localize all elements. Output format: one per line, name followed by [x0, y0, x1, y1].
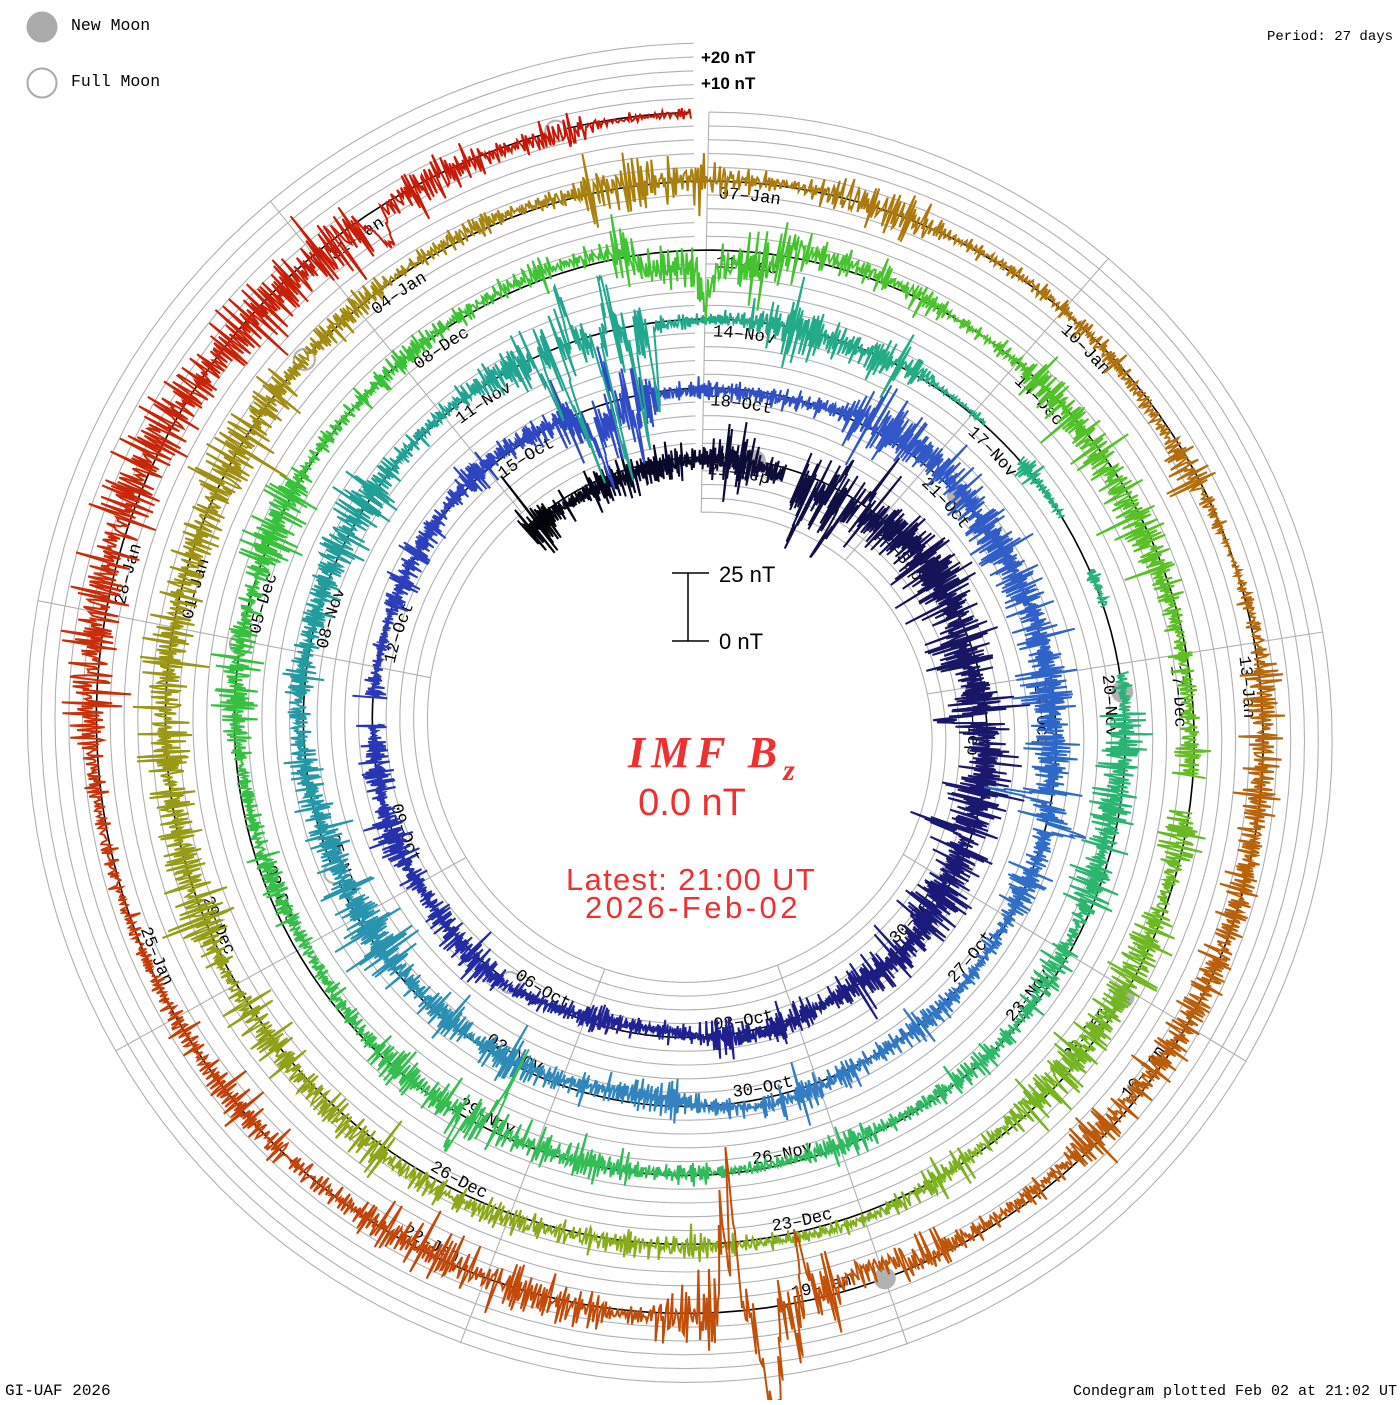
svg-text:GI-UAF 2026: GI-UAF 2026 [5, 1382, 111, 1400]
svg-text:+10 nT: +10 nT [701, 74, 756, 93]
svg-text:13–Jan: 13–Jan [1233, 655, 1257, 719]
svg-text:2026-Feb-02: 2026-Feb-02 [585, 890, 801, 925]
svg-text:25 nT: 25 nT [719, 562, 775, 587]
svg-text:New Moon: New Moon [71, 16, 150, 35]
svg-text:+20 nT: +20 nT [701, 48, 756, 67]
svg-text:Latest: 21:00 UT: Latest: 21:00 UT [566, 862, 816, 897]
svg-text:0 nT: 0 nT [719, 629, 763, 654]
svg-text:Condegram plotted Feb 02 at 21: Condegram plotted Feb 02 at 21:02 UT [1073, 1383, 1397, 1400]
svg-text:Full Moon: Full Moon [71, 72, 160, 91]
svg-text:Period: 27 days: Period: 27 days [1267, 29, 1393, 45]
svg-text:0.0 nT: 0.0 nT [638, 782, 746, 824]
svg-text:17–Dec: 17–Dec [1165, 664, 1188, 727]
